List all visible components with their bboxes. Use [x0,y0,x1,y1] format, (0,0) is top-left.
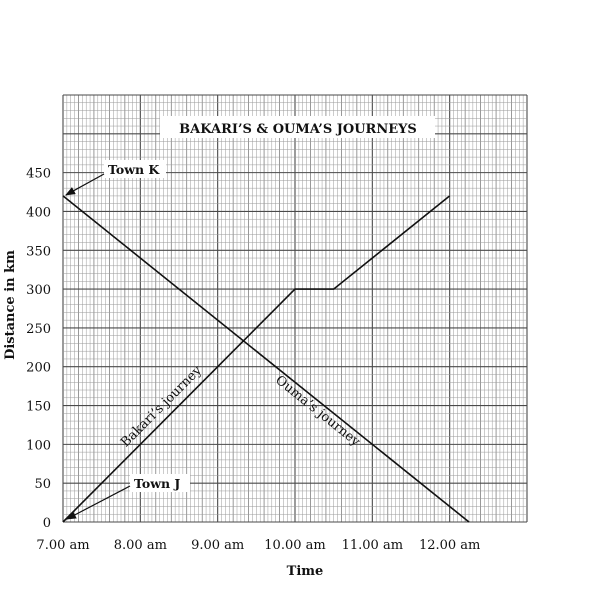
x-tick-label: 12.00 am [419,538,480,553]
y-tick-label: 350 [26,244,51,259]
y-tick-label: 200 [26,361,51,376]
y-tick-label: 0 [43,516,51,531]
series-label-ouma: Ouma’s journey [272,373,363,450]
x-tick-label: 10.00 am [264,538,325,553]
x-tick-label: 11.00 am [342,538,403,553]
y-tick-label: 450 [26,167,51,182]
x-axis-title: Time [287,564,324,579]
x-tick-label: 8.00 am [114,538,167,553]
x-tick-label: 7.00 am [36,538,89,553]
y-tick-label: 50 [34,477,51,492]
y-tick-label: 250 [26,322,51,337]
annotation-town-k: Town K [108,162,160,177]
annotation-arrow-town-j [66,485,131,520]
annotation-town-k-background [104,160,166,178]
y-tick-label: 300 [26,283,51,298]
title-background [160,116,435,138]
annotation-town-j-background [130,474,190,492]
y-tick-label: 150 [26,400,51,415]
labels: Bakari’s journey Ouma’s journey 0 50 100 150 2… [3,116,480,579]
series-line-ouma [62,195,470,523]
series-line-bakari [62,195,451,523]
y-tick-label: 400 [26,205,51,220]
y-tick-label: 100 [26,438,51,453]
grid [62,94,528,523]
series-lines [62,195,470,523]
annotation-arrow-town-k [65,173,105,196]
annotations: Town K Town J [65,160,190,520]
annotation-town-j: Town J [134,476,180,491]
x-tick-label: 9.00 am [191,538,244,553]
chart-title: BAKARI’S & OUMA’S JOURNEYS [179,122,417,137]
y-axis-title: Distance in km [3,250,18,360]
series-label-bakari: Bakari’s journey [118,363,205,451]
